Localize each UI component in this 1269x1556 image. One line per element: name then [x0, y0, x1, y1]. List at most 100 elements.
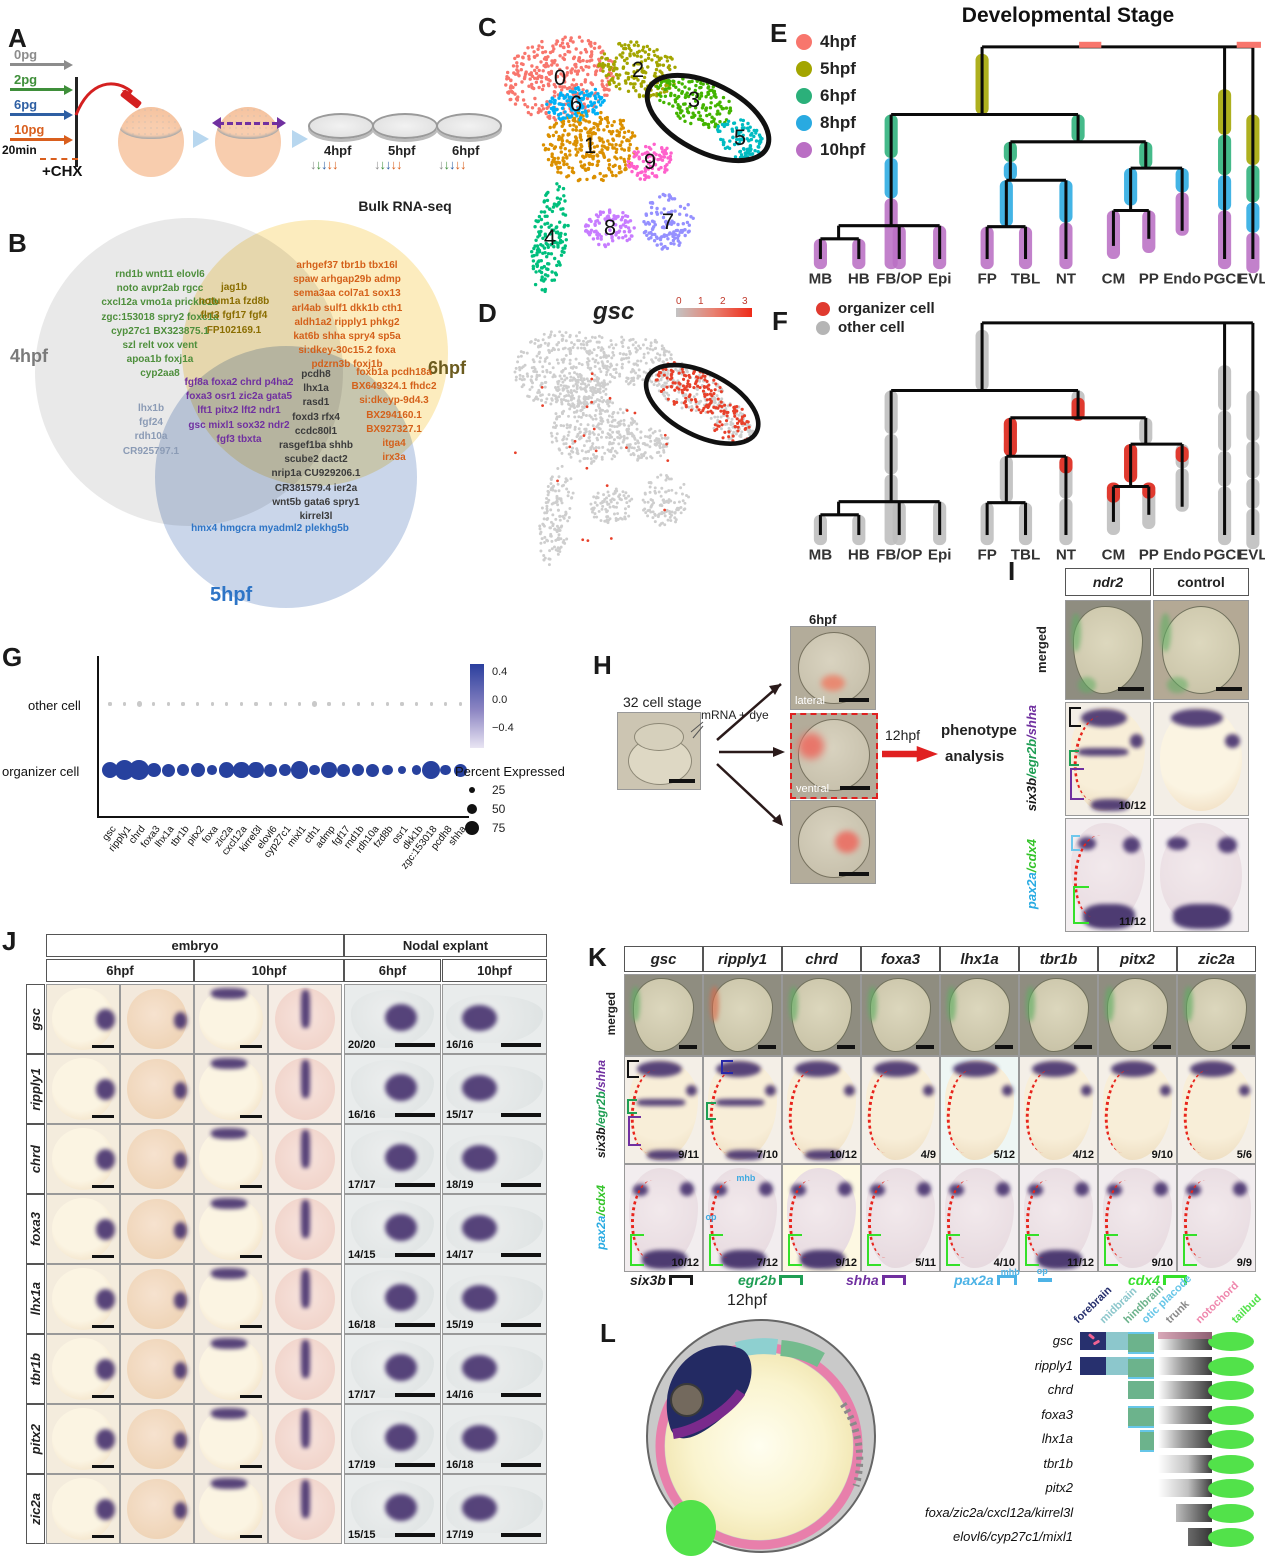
insitu-image: 15/19	[442, 1264, 547, 1334]
insitu-image	[194, 1124, 268, 1194]
legend-dot	[796, 115, 812, 131]
tailbud-segment	[1208, 1430, 1254, 1449]
phenotype-label: phenotype	[941, 722, 1017, 739]
pax2a-cdx4-image: mhb op 7/12	[703, 1164, 782, 1272]
stain	[210, 1337, 247, 1349]
stain	[720, 1249, 766, 1269]
count-label: 10/12	[1118, 800, 1146, 812]
row-label-box: pitx2	[26, 1404, 45, 1474]
trunk-segment	[1158, 1430, 1212, 1448]
insitu-image	[120, 1194, 194, 1264]
insitu-image	[268, 1334, 342, 1404]
photo-lateral: lateral	[790, 626, 876, 710]
sample-arrows: ↓↓↓↓↓	[438, 157, 466, 172]
stain	[869, 1184, 886, 1196]
count-label: 17/19	[446, 1529, 474, 1541]
stain	[1036, 1249, 1082, 1269]
panel-d-umap-gsc: D gsc 0 1 2 3	[478, 296, 778, 576]
genes-4hpf-5hpf: lhx1b fgf24 rdh10a CR925797.1	[122, 403, 180, 457]
svg-text:HB: HB	[848, 546, 870, 563]
dotplot-point-other	[195, 702, 200, 706]
panel-h-label: H	[593, 650, 612, 680]
stain	[1001, 1084, 1014, 1097]
dotplot-point-other	[210, 702, 214, 706]
stain	[461, 1145, 497, 1172]
insitu-image: 14/15	[344, 1194, 441, 1264]
row-label-box: lhx1a	[26, 1264, 45, 1334]
row-gene-label: ripply1	[28, 1067, 43, 1111]
trunk_tiny-segment	[1188, 1528, 1212, 1546]
x-axis	[97, 816, 469, 818]
summary-gene-label: elovl6/cyp27c1/mixl1	[953, 1529, 1073, 1544]
count-label: 16/16	[348, 1109, 376, 1121]
probe-legend-item: egr2b	[738, 1272, 804, 1288]
stain	[301, 1130, 311, 1168]
stain	[1080, 1084, 1093, 1097]
dose-arrowhead	[64, 109, 73, 120]
count-label: 5/6	[1236, 1149, 1252, 1161]
panel-f-tree: F organizer cell other cell MB HB FB/OP Epi F…	[768, 296, 1269, 568]
insitu-image: 16/16	[442, 984, 547, 1054]
insitu-image: 20/20	[344, 984, 441, 1054]
dose-arrow	[10, 138, 66, 141]
pax2a-cdx4-image: 9/10	[1098, 1164, 1177, 1272]
row-label-pax2a-cdx4: pax2a/cdx4	[594, 1184, 608, 1250]
svg-text:9: 9	[644, 149, 656, 174]
six3b-egr2b-shha-image: 7/10	[703, 1056, 782, 1164]
stain	[1170, 708, 1223, 727]
count-label: 5/11	[915, 1257, 936, 1269]
insitu-image	[268, 1404, 342, 1474]
stain	[1233, 1181, 1248, 1196]
probe-bracket	[1162, 1275, 1187, 1285]
insitu-image	[120, 1264, 194, 1334]
size-legend-title: Percent Expressed	[455, 764, 565, 779]
stain	[384, 1074, 418, 1102]
dotplot-point-other	[356, 702, 360, 706]
step-arrow-icon	[292, 130, 308, 148]
dish-stage-label: 5hpf	[388, 143, 416, 158]
stain	[384, 1494, 418, 1522]
panel-b-label: B	[8, 228, 27, 258]
stain	[646, 1150, 684, 1160]
stain	[95, 1359, 115, 1380]
dose-label: 0pg	[14, 47, 38, 62]
stain	[874, 1061, 919, 1078]
dissection-arrowhead-right	[277, 117, 286, 129]
insitu-image	[46, 1054, 120, 1124]
legend-label: organizer cell	[838, 300, 935, 317]
svg-text:PP: PP	[1139, 270, 1159, 287]
insitu-image	[268, 1264, 342, 1334]
dose-connector-line	[75, 77, 78, 167]
dose-label: 10pg	[14, 122, 45, 137]
stain	[174, 1012, 188, 1029]
stain	[301, 1200, 311, 1238]
stain	[301, 1060, 311, 1098]
column-gene-header: gsc	[624, 946, 703, 972]
stain	[384, 1214, 418, 1242]
colorbar-tick: 0.4	[492, 666, 508, 678]
stain	[1185, 1184, 1202, 1196]
colorbar-tick: 0.0	[492, 694, 508, 706]
row-label-box: gsc	[26, 984, 45, 1054]
dotplot-point-other	[239, 702, 244, 706]
hindbrain-segment	[1128, 1381, 1154, 1399]
dose-arrow	[10, 63, 66, 66]
dotplot-point-other	[327, 702, 331, 706]
count-label: 17/17	[348, 1389, 376, 1401]
svg-text:6: 6	[570, 91, 582, 116]
stage-header: 10hpf	[442, 959, 547, 982]
stain	[947, 986, 957, 1023]
size-legend-value: 50	[492, 802, 506, 816]
dose-arrow	[10, 88, 66, 91]
merged-image	[861, 974, 940, 1056]
step-arrow-icon	[193, 130, 209, 148]
tailbud-segment	[1208, 1454, 1254, 1474]
stain	[174, 1082, 188, 1099]
insitu-image	[46, 984, 120, 1054]
dotplot-point-organizer	[382, 764, 393, 776]
count-label: 17/17	[348, 1179, 376, 1191]
stain	[631, 986, 641, 1023]
svg-text:TBL: TBL	[1011, 270, 1040, 287]
tailbud-segment	[1208, 1503, 1254, 1523]
count-label: 15/17	[446, 1109, 474, 1121]
